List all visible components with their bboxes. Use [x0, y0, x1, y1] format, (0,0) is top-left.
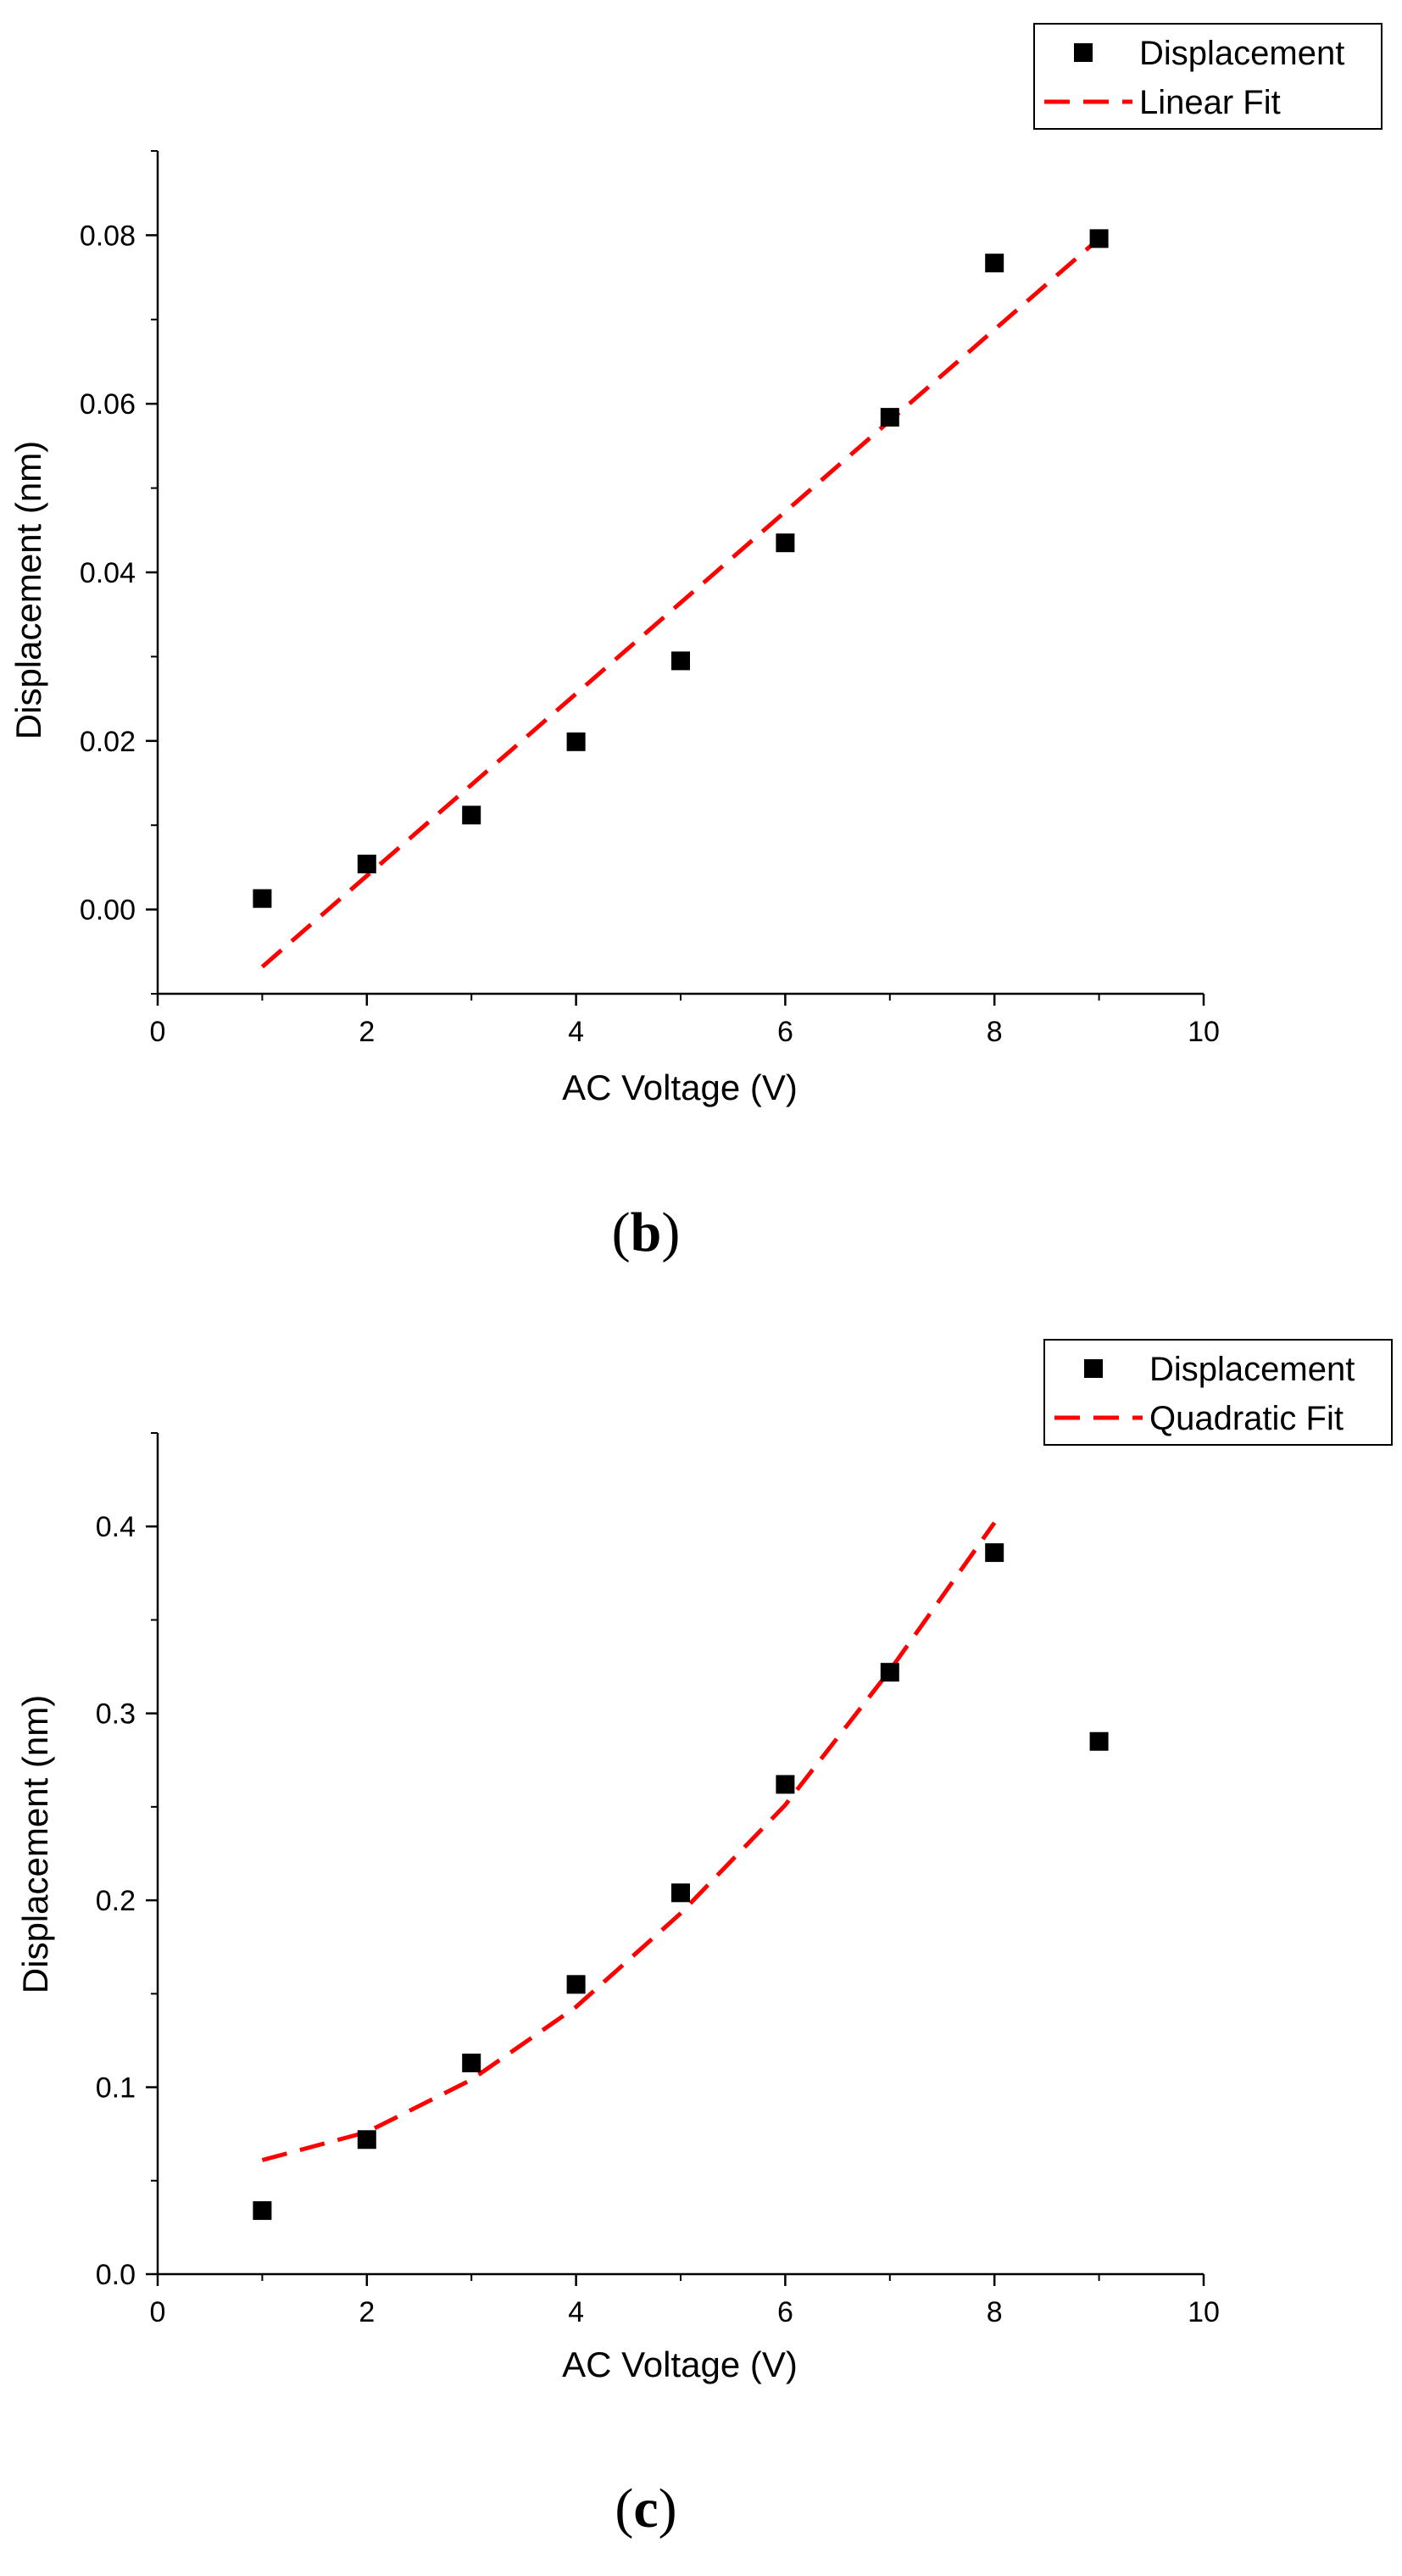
data-point [462, 806, 481, 825]
fit-line [260, 237, 1101, 969]
x-tick-label: 8 [987, 2296, 1003, 2328]
x-tick-label: 8 [987, 1016, 1003, 1048]
legend-b: Displacement Linear Fit [1033, 23, 1383, 130]
y-tick-label: 0.02 [80, 726, 136, 758]
data-point [357, 854, 376, 873]
data-point [671, 651, 690, 671]
x-tick-label: 6 [777, 1016, 793, 1048]
data-point [253, 2201, 272, 2221]
y-tick-label: 0.3 [96, 1698, 136, 1731]
data-point [985, 254, 1004, 273]
legend-label: Displacement [1149, 1351, 1355, 1388]
data-point [776, 1775, 795, 1794]
x-axis-title-c: AC Voltage (V) [562, 2345, 798, 2384]
y-tick-label: 0.4 [96, 1511, 136, 1543]
y-tick-label: 0.1 [96, 2072, 136, 2105]
y-tick-label: 0.06 [80, 388, 136, 421]
y-axis-title-b: Displacement (nm) [8, 441, 48, 739]
data-point [253, 889, 272, 908]
panel-label-c: (c) [615, 2478, 676, 2540]
y-tick-label: 0.0 [96, 2259, 136, 2291]
legend-box [1033, 23, 1383, 130]
data-point [671, 1883, 690, 1903]
legend-label: Linear Fit [1139, 84, 1281, 121]
legend-marker [1074, 43, 1093, 62]
plot-area-b: 0 2 4 6 8 10 0.00 0.02 0.04 0.06 0.08 [80, 150, 1220, 1048]
panel-label-c-letter: c [633, 2478, 658, 2540]
data-point [462, 2053, 481, 2072]
data-point [566, 732, 586, 751]
data-point [880, 1663, 899, 1682]
x-tick-label: 0 [150, 1016, 166, 1048]
legend-label: Displacement [1139, 35, 1344, 72]
legend-c: Displacement Quadratic Fit [1043, 1339, 1393, 1446]
data-point [985, 1543, 1004, 1563]
panel-label-b-letter: b [631, 1202, 662, 1263]
panel-label-b: (b) [612, 1202, 681, 1263]
data-point [776, 533, 795, 553]
y-tick-label: 0.08 [80, 220, 136, 252]
data-point [357, 2130, 376, 2149]
legend-label: Quadratic Fit [1149, 1400, 1344, 1437]
data-point [566, 1975, 586, 1994]
x-tick-label: 10 [1188, 2296, 1220, 2328]
x-tick-label: 6 [777, 2296, 793, 2328]
chart-panel-c: 0 2 4 6 8 10 0.0 0.1 0.2 0.3 0.4 Displacement Quadr… [15, 1339, 1393, 2540]
x-tick-label: 2 [359, 2296, 375, 2328]
y-tick-label: 0.00 [80, 895, 136, 927]
legend-marker [1084, 1359, 1103, 1378]
plot-area-c: 0 2 4 6 8 10 0.0 0.1 0.2 0.3 0.4 [96, 1432, 1220, 2328]
x-axis-title-b: AC Voltage (V) [562, 1068, 798, 1107]
chart-panel-b: 0 2 4 6 8 10 0.00 0.02 0.04 0.06 0.08 Displacement… [8, 23, 1383, 1263]
y-tick-label: 0.04 [80, 557, 136, 589]
x-tick-label: 0 [150, 2296, 166, 2328]
y-tick-label: 0.2 [96, 1885, 136, 1917]
y-axis-title-c: Displacement (nm) [15, 1695, 55, 1993]
legend-box [1043, 1339, 1393, 1446]
data-point [880, 408, 899, 427]
x-tick-label: 10 [1188, 1016, 1220, 1048]
data-point [1089, 229, 1109, 248]
fit-line [261, 1521, 997, 2162]
x-tick-label: 4 [568, 1016, 584, 1048]
x-tick-label: 4 [568, 2296, 584, 2328]
x-tick-label: 2 [359, 1016, 375, 1048]
data-point [1089, 1731, 1109, 1751]
